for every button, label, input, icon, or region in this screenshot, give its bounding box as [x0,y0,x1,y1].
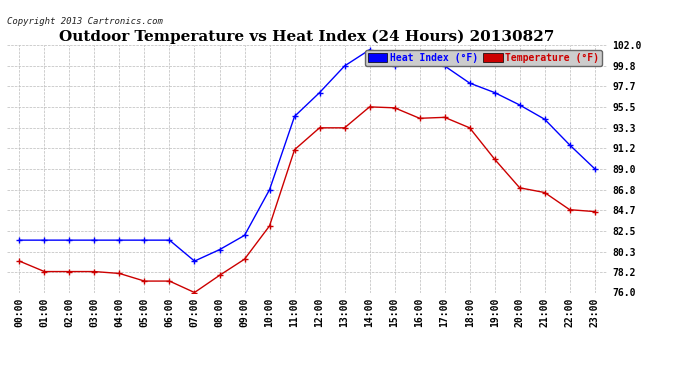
Title: Outdoor Temperature vs Heat Index (24 Hours) 20130827: Outdoor Temperature vs Heat Index (24 Ho… [59,30,555,44]
Legend: Heat Index (°F), Temperature (°F): Heat Index (°F), Temperature (°F) [365,50,602,66]
Text: Copyright 2013 Cartronics.com: Copyright 2013 Cartronics.com [7,17,163,26]
